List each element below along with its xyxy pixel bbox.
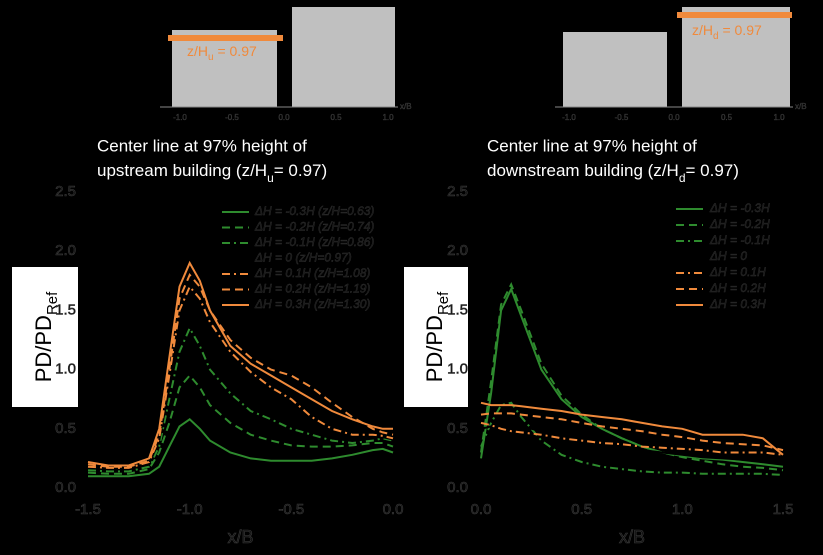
series-line — [87, 325, 394, 473]
y-tick-label: 2.0 — [55, 242, 76, 259]
chart-title: downstream building (z/Hd= 0.97) — [487, 161, 739, 185]
inset-tick-label: 0.5 — [330, 113, 342, 122]
y-axis-label-text: PD/PD — [31, 315, 56, 382]
x-tick-label: 0.0 — [383, 501, 404, 518]
inset-tick-label: -1.0 — [562, 113, 576, 122]
y-tick-label: 1.0 — [447, 361, 468, 378]
legend-label: ΔH = -0.3H — [709, 201, 770, 215]
legend-label: ΔH = -0.3H (z/H=0.63) — [254, 204, 374, 218]
chart-title-end: = 0.97) — [686, 161, 739, 180]
y-tick-label: 2.5 — [447, 183, 468, 200]
legend-label: ΔH = 0.2H — [709, 281, 766, 295]
x-tick-label: 0.5 — [571, 501, 592, 518]
y-tick-label: 0.0 — [55, 479, 76, 496]
chart-title: Center line at 97% height of — [97, 136, 307, 155]
height-label-sub: u — [208, 52, 214, 63]
legend-label: ΔH = 0.2H (z/H=1.19) — [254, 282, 370, 296]
series-line — [480, 401, 784, 476]
inset-tick-label: 0.5 — [721, 113, 733, 122]
x-tick-label: -1.5 — [75, 501, 101, 518]
x-tick-label: 0.0 — [471, 501, 492, 518]
legend-label: ΔH = -0.1H — [709, 233, 770, 247]
inset-tick-label: 0.0 — [668, 113, 680, 122]
y-axis-label-text: PD/PD — [422, 315, 447, 382]
chart-title-text: downstream building (z/H — [487, 161, 679, 180]
series-line — [480, 281, 784, 472]
inset-axis-label: x/B — [400, 102, 412, 111]
series-line — [87, 302, 394, 471]
inset-tick-label: -1.0 — [173, 113, 187, 122]
chart-title: upstream building (z/Hu= 0.97) — [97, 161, 327, 185]
inset-tick-label: 0.0 — [278, 113, 290, 122]
height-label-sub: d — [713, 31, 719, 42]
inset-axis-label: x/B — [795, 102, 807, 111]
inset-tick-label: 1.0 — [773, 113, 785, 122]
legend-label: ΔH = 0.1H (z/H=1.08) — [254, 266, 370, 280]
chart-title-sub: u — [267, 171, 274, 185]
series-line — [87, 260, 393, 467]
x-tick-label: 1.5 — [773, 501, 794, 518]
y-tick-label: 1.5 — [55, 301, 76, 318]
height-label-end: = 0.97 — [214, 43, 257, 59]
downstream-building — [292, 7, 395, 107]
legend-label: ΔH = -0.2H (z/H=0.74) — [254, 220, 374, 234]
x-tick-label: -0.5 — [278, 501, 304, 518]
y-tick-label: 2.0 — [447, 242, 468, 259]
chart-title: Center line at 97% height of — [487, 136, 697, 155]
x-tick-label: -1.0 — [177, 501, 203, 518]
x-axis-label: x/B — [619, 527, 645, 547]
series-line — [480, 412, 784, 452]
y-tick-label: 1.5 — [447, 301, 468, 318]
inset-tick-label: 1.0 — [382, 113, 394, 122]
upstream-building — [563, 32, 667, 107]
series-line — [88, 418, 394, 478]
inset-tick-label: -0.5 — [615, 113, 629, 122]
height-label: z/Hd = 0.97 — [692, 22, 762, 42]
height-label: z/Hu = 0.97 — [187, 43, 257, 63]
chart-title-text: upstream building (z/H — [97, 161, 267, 180]
chart-title-end: = 0.97) — [274, 161, 327, 180]
series-line — [480, 421, 784, 456]
ylabel-box — [12, 267, 78, 407]
y-axis-label-sub: Ref — [44, 291, 61, 315]
y-axis-label: PD/PDRef — [31, 291, 62, 382]
series-line — [87, 373, 394, 475]
upstream-building — [172, 30, 277, 107]
height-label-end: = 0.97 — [719, 22, 762, 38]
height-label-text: z/H — [187, 43, 208, 59]
y-tick-label: 1.0 — [55, 361, 76, 378]
y-tick-label: 0.0 — [447, 479, 468, 496]
y-axis-label: PD/PDRef — [422, 291, 453, 382]
x-tick-label: 1.0 — [672, 501, 693, 518]
series-line — [480, 401, 784, 456]
legend-label: ΔH = 0.1H — [709, 265, 766, 279]
height-label-text: z/H — [692, 22, 713, 38]
legend-label: ΔH = 0 (z/H=0.97) — [254, 251, 352, 265]
legend-label: ΔH = 0 — [709, 249, 747, 263]
y-tick-label: 0.5 — [447, 420, 468, 437]
downstream-building — [682, 7, 790, 107]
y-axis-label-sub: Ref — [435, 291, 452, 315]
legend-label: ΔH = 0.3H (z/H=1.30) — [254, 297, 370, 311]
y-tick-label: 0.5 — [55, 420, 76, 437]
y-tick-label: 2.5 — [55, 183, 76, 200]
chart-title-sub: d — [679, 171, 686, 185]
ylabel-box — [404, 267, 468, 407]
inset-tick-label: -0.5 — [225, 113, 239, 122]
series-line — [480, 421, 784, 466]
legend-label: ΔH = 0.3H — [709, 297, 766, 311]
x-axis-label: x/B — [227, 527, 253, 547]
legend-label: ΔH = -0.2H — [709, 217, 770, 231]
legend-label: ΔH = -0.1H (z/H=0.86) — [254, 235, 374, 249]
